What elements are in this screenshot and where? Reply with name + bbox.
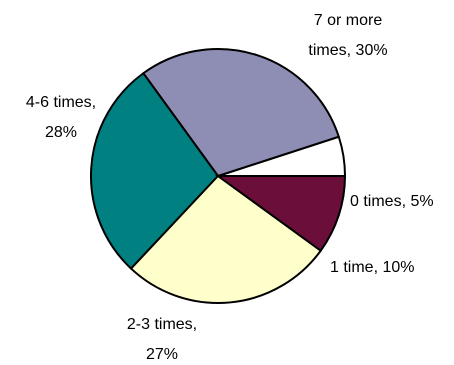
pie-label-2-3-times: 2-3 times, 27%	[127, 316, 197, 363]
pie-slices	[90, 48, 347, 304]
pie-label-7-or-more-times: 7 or more times, 30%	[308, 12, 387, 59]
pie-slice-2-3-times	[129, 174, 323, 304]
pie-slice-4-6-times	[90, 71, 220, 270]
pie-slice-1-time	[214, 175, 347, 253]
pie-labels: 0 times, 5% 7 or more times, 30% 4-6 times,…	[26, 12, 434, 363]
pie-label-1-time: 1 time, 10%	[330, 259, 414, 276]
pie-label-4-6-times: 4-6 times, 28%	[26, 94, 96, 141]
pie-label-0-times: 0 times, 5%	[350, 193, 434, 210]
pie-slice-7-or-more-times	[141, 48, 341, 178]
